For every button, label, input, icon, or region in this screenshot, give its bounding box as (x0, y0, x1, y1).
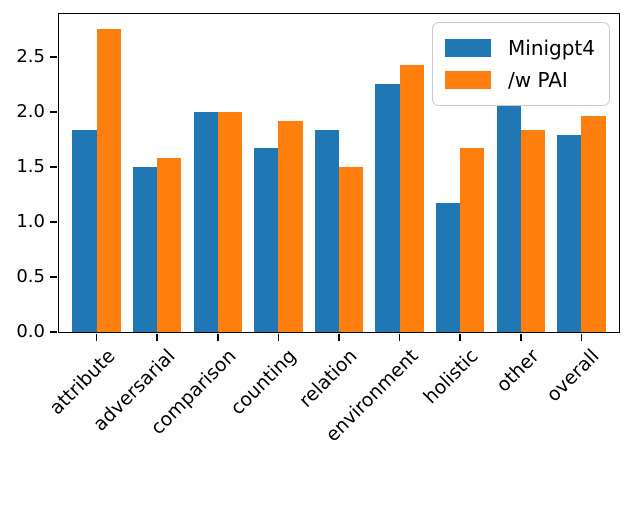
plot-area: Minigpt4 /w PAI attribute adversarial comp… (16, 13, 620, 446)
x-tick-comparison (216, 333, 219, 341)
bar-minigpt4-holistic (435, 203, 461, 332)
bar-w-pai-counting (278, 120, 303, 332)
bar-w-pai-adversarial (157, 157, 182, 332)
x-tick-relation (338, 333, 340, 341)
bar-w-pai-attribute (96, 29, 121, 332)
y-tick-1.5 (50, 165, 58, 168)
y-tick-label-1.0: 1.0 (16, 210, 45, 232)
x-tick-environment (398, 333, 401, 341)
x-tick-holistic (459, 333, 462, 341)
bar-minigpt4-other (496, 102, 521, 332)
y-tick-2.0 (50, 110, 58, 113)
x-tick-other (519, 333, 522, 341)
y-tick-2.5 (50, 55, 58, 58)
bar-minigpt4-counting (254, 148, 279, 332)
y-tick-0.0 (50, 331, 58, 333)
y-tick-label-2.5: 2.5 (16, 45, 45, 67)
y-tick-0.5 (50, 276, 58, 278)
bar-w-pai-overall (581, 116, 606, 332)
bar-w-pai-holistic (460, 148, 485, 332)
legend-row-minigpt4: Minigpt4 (433, 32, 609, 64)
bar-w-pai-other (520, 130, 546, 332)
bar-minigpt4-adversarial (132, 166, 158, 332)
legend-box: Minigpt4 /w PAI (432, 22, 610, 106)
bar-minigpt4-environment (375, 84, 400, 332)
legend-swatch-w-pai (445, 71, 491, 89)
figure: { "chart_data": { "type": "bar", "title"… (16, 13, 620, 447)
bar-minigpt4-relation (314, 130, 339, 332)
legend-swatch-minigpt4 (445, 39, 491, 57)
x-tick-attribute (95, 333, 98, 341)
y-tick-1.0 (50, 221, 58, 223)
y-tick-label-2.0: 2.0 (16, 100, 45, 122)
bar-minigpt4-overall (557, 134, 582, 332)
legend-label-minigpt4: Minigpt4 (508, 36, 596, 60)
bar-minigpt4-attribute (72, 130, 97, 332)
bar-w-pai-environment (399, 65, 424, 332)
bar-w-pai-comparison (217, 111, 243, 332)
bar-minigpt4-comparison (193, 111, 218, 332)
legend-label-w-pai: /w PAI (508, 68, 568, 92)
x-tick-overall (580, 333, 583, 341)
y-tick-label-0.5: 0.5 (16, 265, 45, 287)
bar-w-pai-relation (339, 166, 364, 332)
x-tick-adversarial (156, 333, 159, 341)
y-tick-label-1.5: 1.5 (16, 155, 45, 177)
y-tick-label-0.0: 0.0 (16, 321, 45, 342)
legend-row-w-pai: /w PAI (433, 64, 609, 96)
x-tick-counting (277, 333, 280, 341)
